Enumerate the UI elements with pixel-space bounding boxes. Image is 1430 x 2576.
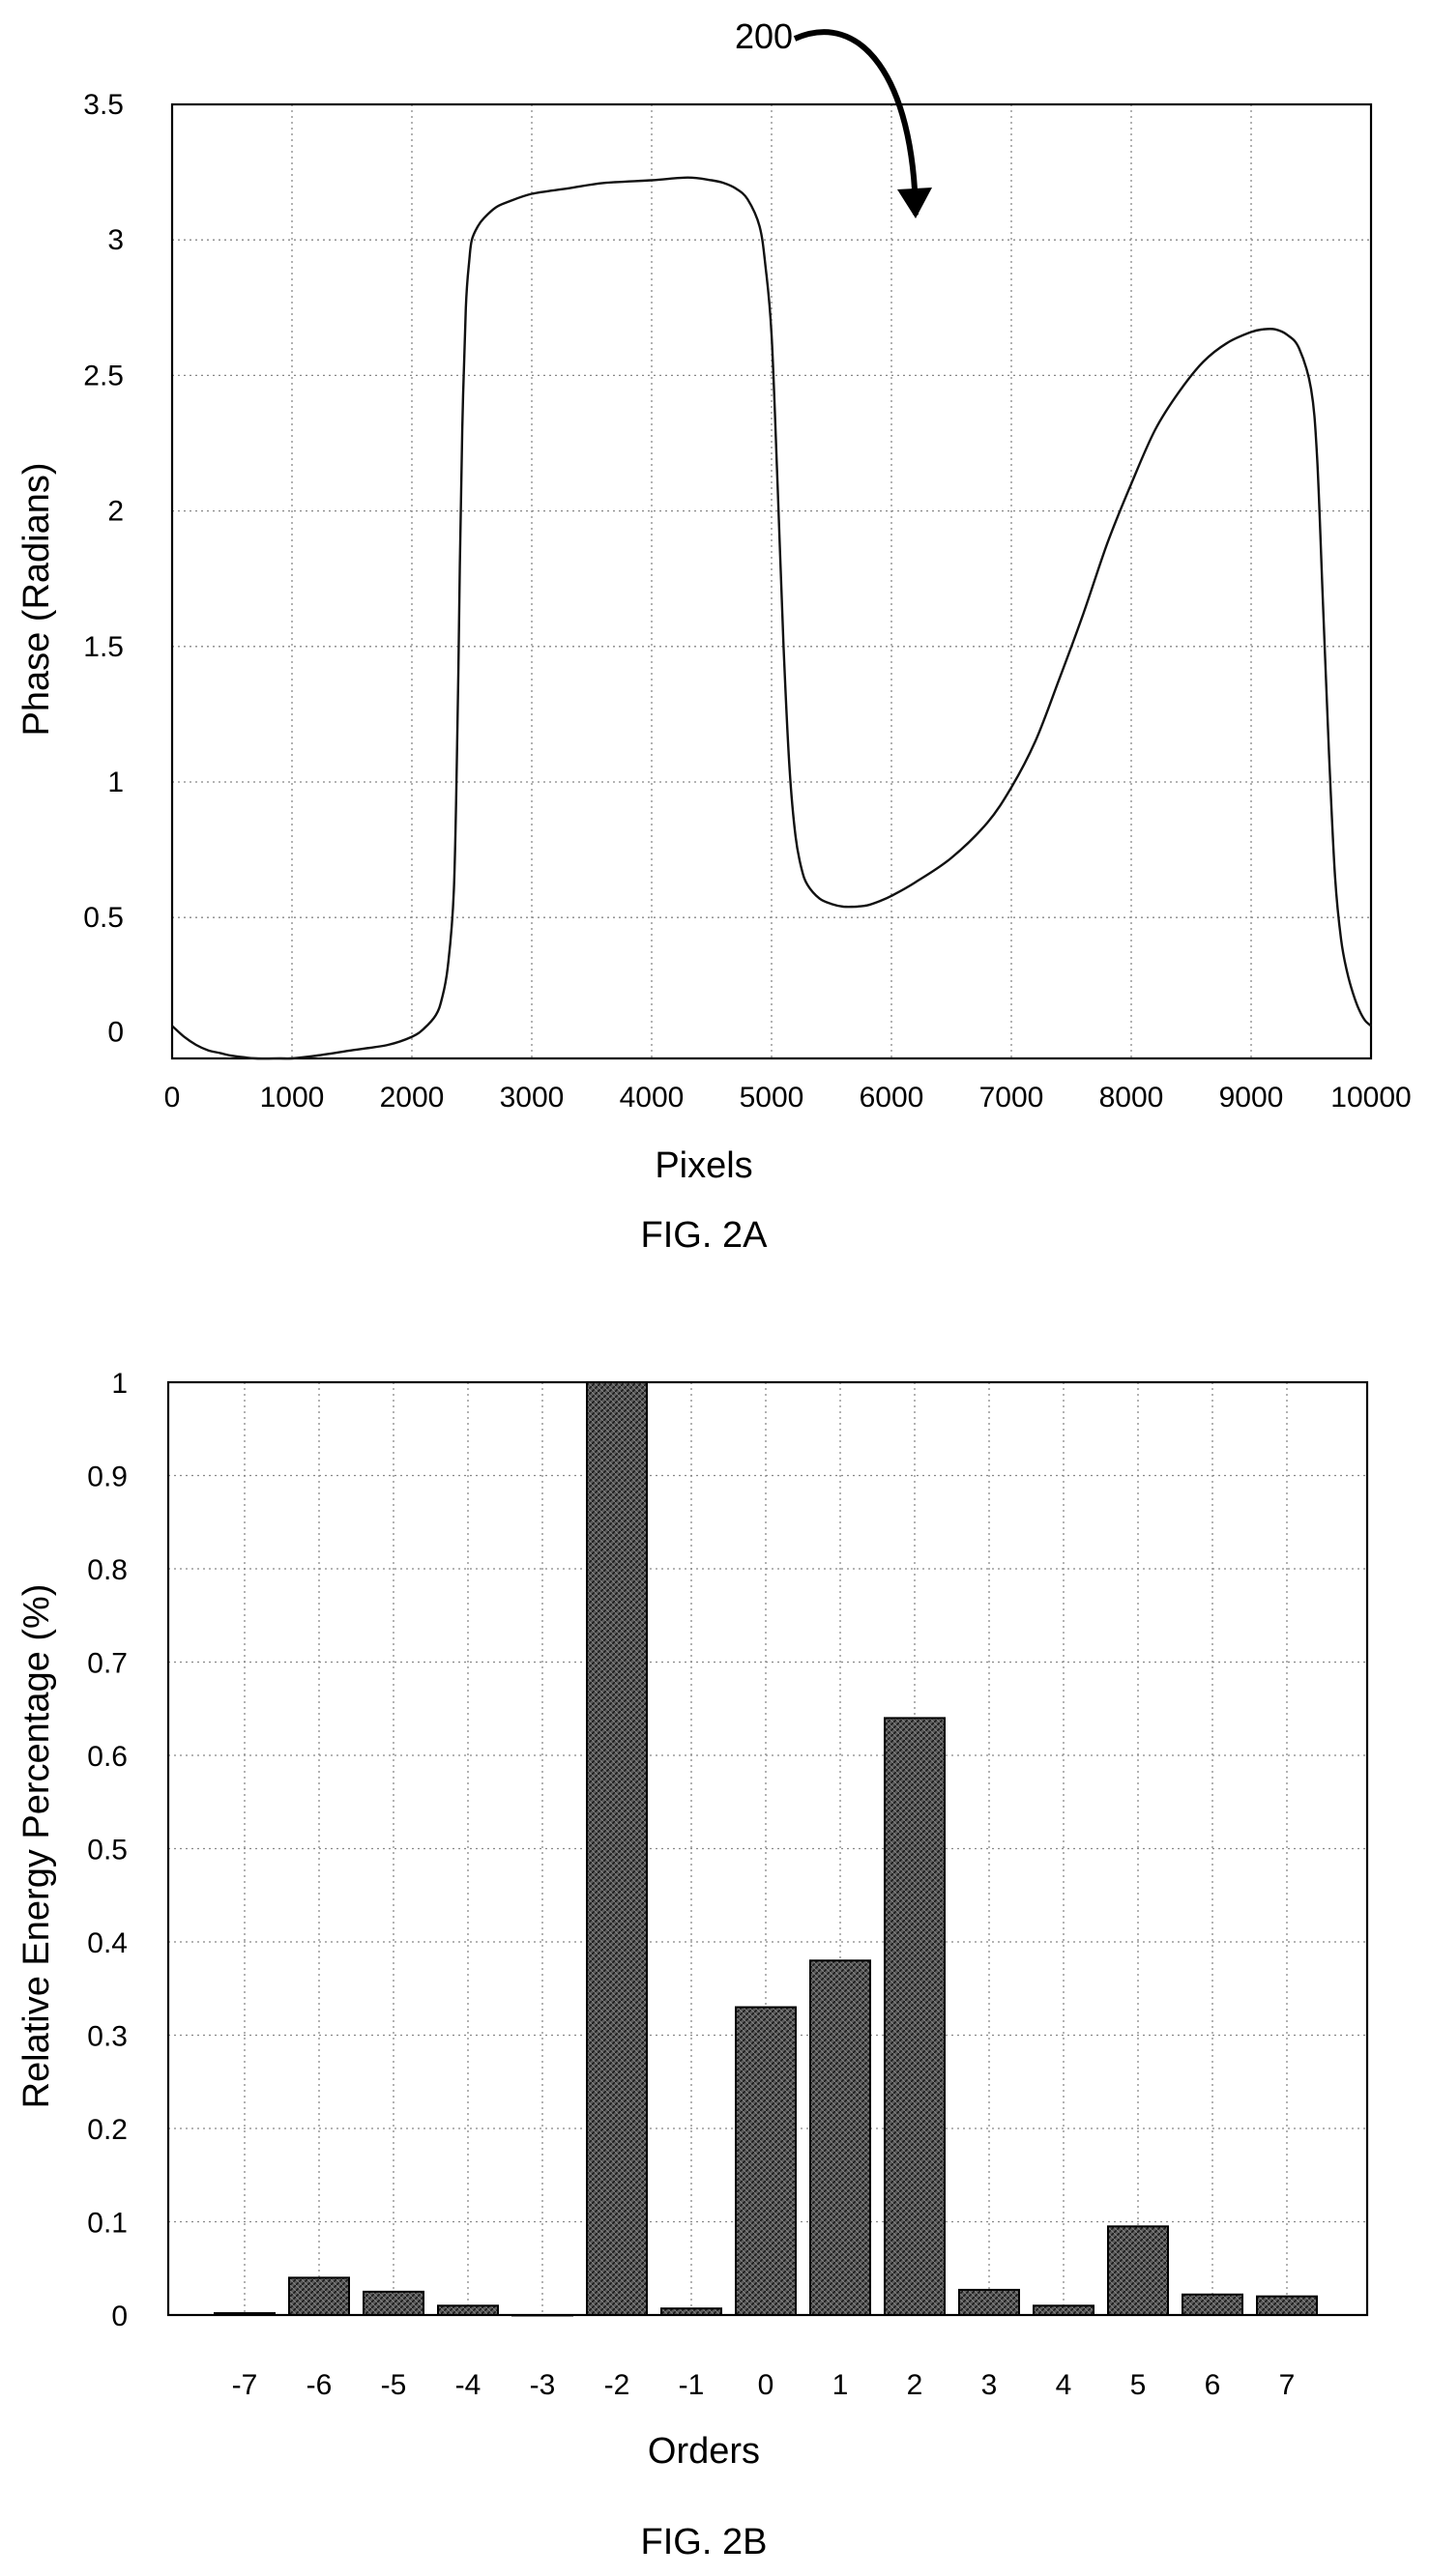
phase-x-tick-label: 0 xyxy=(164,1082,181,1114)
energy-chart-y-ticks: 0 0.1 0.2 0.3 0.4 0.5 0.6 0.7 0.8 0.9 1 xyxy=(87,1368,128,2332)
energy-y-tick-label: 0.6 xyxy=(87,1741,128,1773)
fig-2b-caption: FIG. 2B xyxy=(641,2522,768,2562)
phase-chart-xlabel: Pixels xyxy=(655,1145,752,1186)
phase-y-tick-label: 3.5 xyxy=(83,89,124,121)
phase-chart-y-ticks: 0 0.5 1 1.5 2 2.5 3 3.5 xyxy=(83,89,124,1048)
phase-y-tick-label: 0 xyxy=(107,1016,124,1048)
energy-bar xyxy=(1107,2225,1169,2316)
phase-x-tick-label: 1000 xyxy=(260,1082,325,1114)
energy-y-tick-label: 0.9 xyxy=(87,1462,128,1493)
phase-y-tick-label: 2.5 xyxy=(83,360,124,391)
energy-bar xyxy=(288,2276,350,2316)
phase-x-tick-label: 10000 xyxy=(1330,1082,1411,1114)
energy-x-tick-label: 1 xyxy=(832,2369,849,2401)
energy-bar xyxy=(586,1381,648,2316)
phase-y-tick-label: 3 xyxy=(107,224,124,256)
energy-chart-xlabel: Orders xyxy=(648,2431,760,2472)
phase-y-tick-label: 0.5 xyxy=(83,902,124,934)
energy-chart-x-ticks: -7 -6 -5 -4 -3 -2 -1 0 1 2 3 4 5 6 7 xyxy=(232,2369,1296,2401)
phase-x-tick-label: 8000 xyxy=(1099,1082,1164,1114)
energy-y-tick-label: 0.8 xyxy=(87,1554,128,1586)
energy-y-tick-label: 0.5 xyxy=(87,1835,128,1867)
energy-x-tick-label: 2 xyxy=(907,2369,923,2401)
energy-bar xyxy=(1182,2293,1243,2317)
phase-x-tick-label: 6000 xyxy=(860,1082,924,1114)
energy-bars xyxy=(214,1381,1318,2317)
energy-y-tick-label: 0 xyxy=(111,2301,128,2332)
energy-bar xyxy=(437,2304,499,2317)
phase-chart-ylabel: Phase (Radians) xyxy=(16,462,57,736)
energy-bar xyxy=(735,2006,797,2317)
energy-bar xyxy=(1256,2295,1318,2316)
energy-x-tick-label: 7 xyxy=(1279,2369,1296,2401)
energy-chart-frame xyxy=(166,1380,1369,2317)
phase-chart-x-ticks: 0 1000 2000 3000 4000 5000 6000 7000 8000 9000 100… xyxy=(164,1082,1412,1114)
energy-y-tick-label: 0.1 xyxy=(87,2208,128,2240)
energy-bar xyxy=(958,2288,1020,2317)
energy-y-tick-label: 0.4 xyxy=(87,1927,128,1959)
phase-chart-grid xyxy=(172,103,1371,1058)
energy-y-tick-label: 0.2 xyxy=(87,2114,128,2146)
energy-x-tick-label: -6 xyxy=(306,2369,333,2401)
energy-x-tick-label: 3 xyxy=(981,2369,998,2401)
phase-x-tick-label: 9000 xyxy=(1219,1082,1284,1114)
energy-bar xyxy=(363,2290,424,2316)
energy-x-tick-label: 5 xyxy=(1130,2369,1147,2401)
reference-numeral-200: 200 xyxy=(735,16,793,56)
phase-x-tick-label: 7000 xyxy=(979,1082,1044,1114)
energy-y-tick-label: 0.3 xyxy=(87,2021,128,2053)
energy-bar xyxy=(884,1717,946,2316)
reference-arrow xyxy=(793,29,919,216)
energy-x-tick-label: -5 xyxy=(381,2369,407,2401)
energy-x-tick-label: -2 xyxy=(604,2369,630,2401)
energy-x-tick-label: 4 xyxy=(1056,2369,1072,2401)
energy-bar-chart: -7 -6 -5 -4 -3 -2 -1 0 1 2 3 4 5 6 7 00.10.20.30.40.50… xyxy=(16,1368,1369,2562)
reference-arrowhead xyxy=(897,188,932,218)
energy-y-tick-label: 0.7 xyxy=(87,1648,128,1680)
phase-y-tick-label: 1.5 xyxy=(83,631,124,663)
energy-x-tick-label: 0 xyxy=(758,2369,774,2401)
energy-x-tick-label: -7 xyxy=(232,2369,258,2401)
energy-x-tick-label: -3 xyxy=(530,2369,556,2401)
phase-y-tick-label: 2 xyxy=(107,496,124,528)
energy-y-tick-label: 1 xyxy=(111,1368,128,1400)
phase-x-tick-label: 2000 xyxy=(380,1082,445,1114)
energy-x-tick-label: -1 xyxy=(679,2369,705,2401)
phase-curve xyxy=(171,176,1372,1060)
phase-chart-frame xyxy=(170,102,1373,1060)
phase-line-chart: 0 1000 2000 3000 4000 5000 6000 7000 8000 9000 100… xyxy=(16,16,1412,1256)
fig-2a-caption: FIG. 2A xyxy=(641,1215,769,1256)
phase-y-tick-label: 1 xyxy=(107,767,124,798)
phase-x-tick-label: 3000 xyxy=(500,1082,565,1114)
energy-bar xyxy=(1033,2304,1094,2317)
energy-x-tick-label: 6 xyxy=(1205,2369,1221,2401)
energy-bar xyxy=(809,1959,871,2317)
phase-x-tick-label: 4000 xyxy=(620,1082,685,1114)
energy-chart-ylabel: Relative Energy Percentage (%) xyxy=(16,1584,57,2109)
phase-x-tick-label: 5000 xyxy=(740,1082,804,1114)
energy-x-tick-label: -4 xyxy=(455,2369,482,2401)
